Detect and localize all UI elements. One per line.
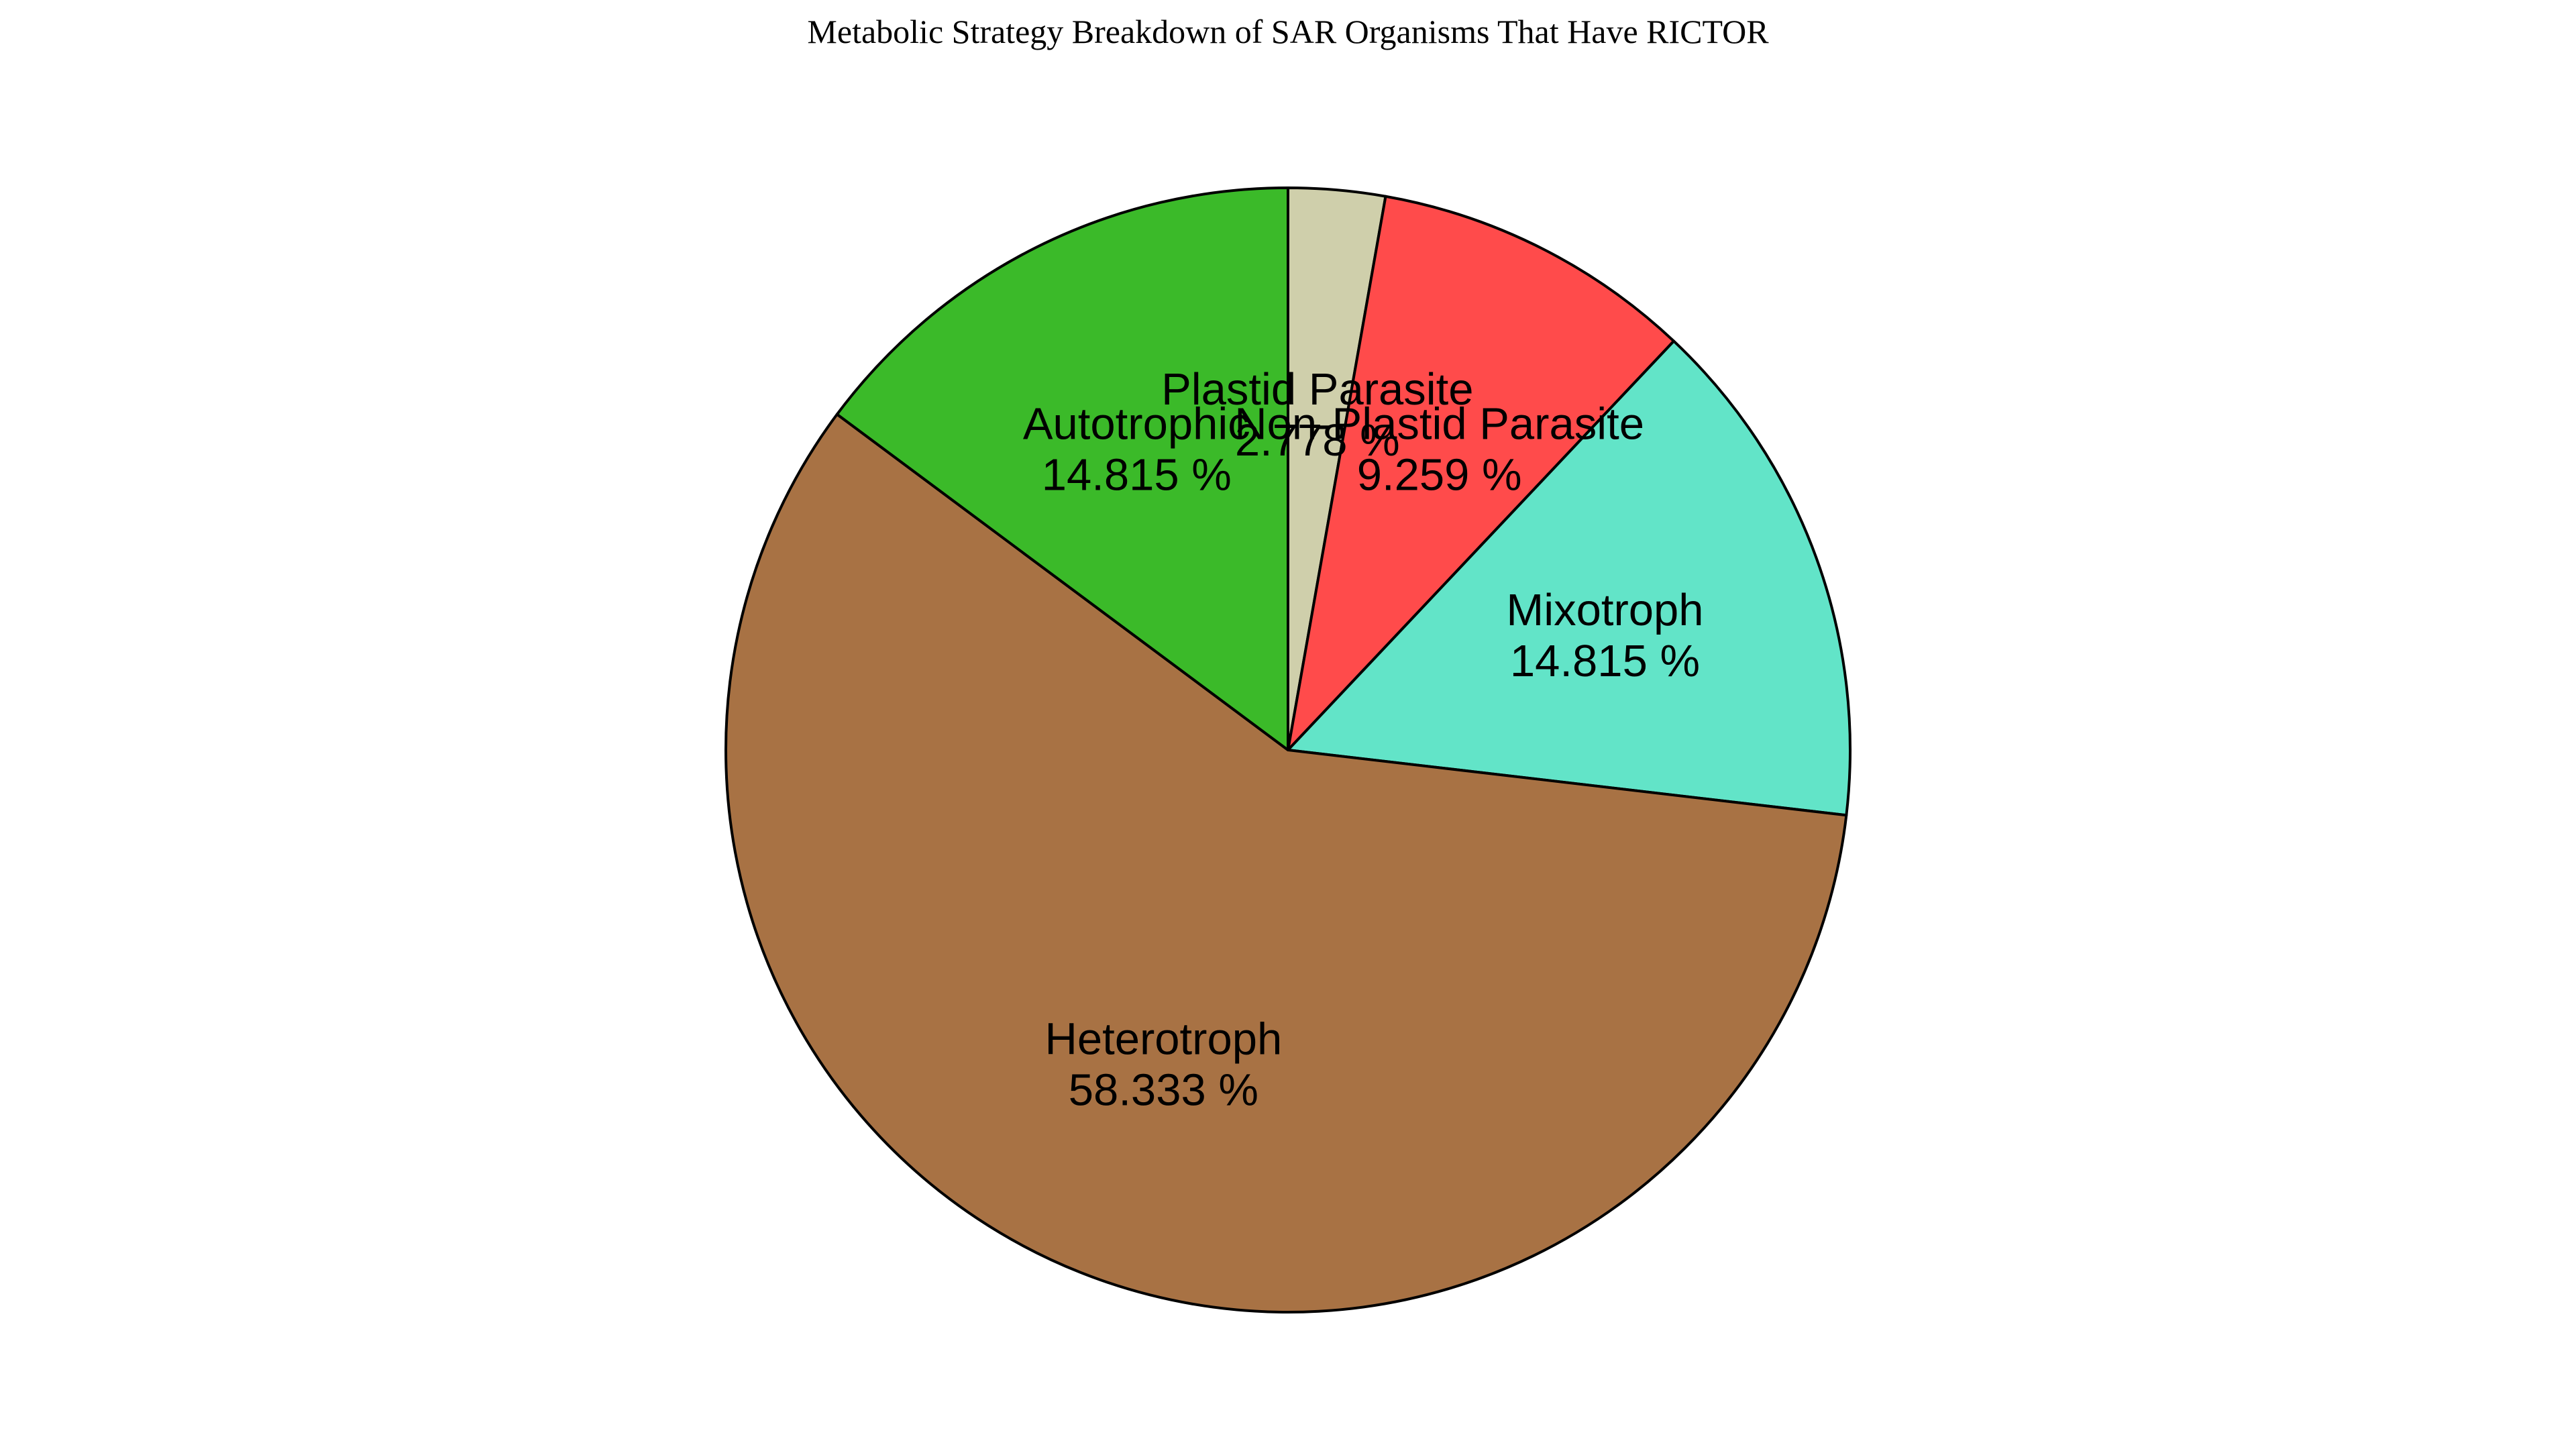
slice-label-plastid-parasite: Plastid Parasite: [1161, 364, 1474, 415]
slice-label-heterotroph: Heterotroph: [1044, 1014, 1282, 1064]
slices-layer: [724, 186, 1851, 1313]
slice-percent-non-plastid-parasite: 9.259 %: [1357, 450, 1522, 500]
chart-title: Metabolic Strategy Breakdown of SAR Orga…: [807, 13, 1769, 50]
pie-slice-autotrophic: [835, 186, 1289, 751]
slice-percent-heterotroph: 58.333 %: [1069, 1065, 1258, 1115]
slice-percent-autotrophic: 14.815 %: [1042, 450, 1232, 500]
slice-label-mixotroph: Mixotroph: [1506, 585, 1703, 635]
pie-slice-mixotroph: [1287, 339, 1851, 817]
slice-percent-plastid-parasite: 2.778 %: [1235, 415, 1400, 466]
slice-label-autotrophic: Autotrophic: [1023, 399, 1250, 449]
slice-label-non-plastid-parasite: Non-Plastid Parasite: [1234, 399, 1644, 449]
pie-slice-heterotroph: [724, 413, 1848, 1313]
slice-percent-mixotroph: 14.815 %: [1510, 636, 1700, 686]
pie-slice-non-plastid-parasite: [1287, 195, 1676, 751]
